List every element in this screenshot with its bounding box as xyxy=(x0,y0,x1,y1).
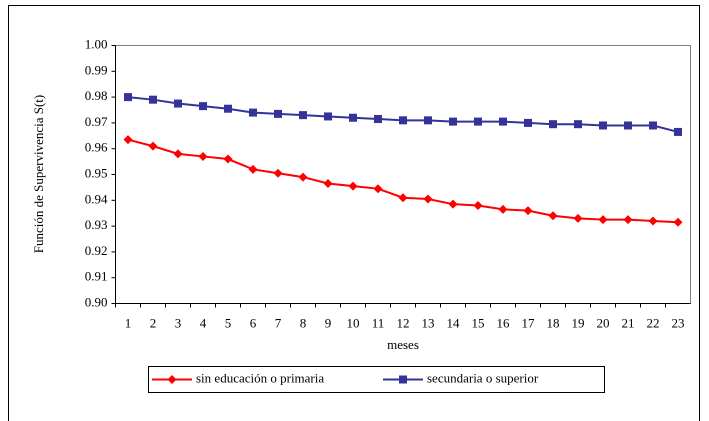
marker xyxy=(349,113,357,122)
x-tick-label: 7 xyxy=(275,315,282,330)
marker xyxy=(249,108,257,117)
y-tick-label: 0.90 xyxy=(85,294,108,309)
y-tick-label: 0.96 xyxy=(85,140,108,155)
y-axis-title: Función de Supervivencia S(t) xyxy=(31,95,46,254)
x-tick-label: 3 xyxy=(175,315,182,330)
x-tick-label: 2 xyxy=(150,315,157,330)
marker xyxy=(598,215,608,225)
x-tick-label: 12 xyxy=(397,315,410,330)
x-axis-title: meses xyxy=(387,337,419,352)
x-tick-label: 13 xyxy=(422,315,435,330)
marker xyxy=(423,194,433,204)
x-tick-label: 18 xyxy=(547,315,560,330)
x-tick-label: 21 xyxy=(622,315,635,330)
marker xyxy=(549,120,557,129)
marker xyxy=(173,149,183,159)
marker xyxy=(398,193,408,203)
marker xyxy=(124,93,132,102)
marker xyxy=(448,199,458,209)
marker xyxy=(623,215,633,225)
marker xyxy=(474,117,482,126)
marker xyxy=(399,116,407,125)
x-tick-label: 8 xyxy=(300,315,307,330)
marker xyxy=(149,95,157,104)
marker xyxy=(323,179,333,189)
x-tick-label: 14 xyxy=(447,315,461,330)
marker xyxy=(167,375,177,384)
marker xyxy=(373,184,383,194)
marker xyxy=(573,213,583,223)
marker xyxy=(223,154,233,164)
marker xyxy=(674,127,682,136)
legend-label: secundaria o superior xyxy=(427,370,539,385)
marker xyxy=(248,164,258,174)
x-tick-label: 17 xyxy=(522,315,536,330)
y-tick-label: 0.99 xyxy=(85,62,108,77)
x-tick-label: 15 xyxy=(472,315,485,330)
y-tick-label: 0.91 xyxy=(85,269,108,284)
marker xyxy=(449,117,457,126)
marker xyxy=(224,104,232,113)
marker xyxy=(324,112,332,121)
marker xyxy=(523,206,533,216)
x-tick-label: 10 xyxy=(347,315,360,330)
marker xyxy=(473,200,483,210)
marker xyxy=(548,211,558,221)
x-tick-label: 20 xyxy=(597,315,610,330)
marker xyxy=(123,135,133,145)
x-tick-label: 1 xyxy=(125,315,132,330)
marker xyxy=(298,172,308,182)
x-tick-label: 9 xyxy=(325,315,332,330)
x-tick-label: 16 xyxy=(497,315,511,330)
x-tick-label: 11 xyxy=(372,315,385,330)
y-tick-label: 0.92 xyxy=(85,243,108,258)
x-tick-label: 22 xyxy=(647,315,660,330)
marker xyxy=(374,115,382,124)
y-tick-label: 0.95 xyxy=(85,165,108,180)
marker xyxy=(274,109,282,118)
marker xyxy=(399,375,407,384)
marker xyxy=(648,216,658,226)
y-tick-label: 1.00 xyxy=(85,36,108,51)
marker xyxy=(673,217,683,227)
y-tick-label: 0.98 xyxy=(85,88,108,103)
marker xyxy=(299,111,307,120)
x-tick-label: 19 xyxy=(572,315,585,330)
marker xyxy=(273,168,283,178)
x-tick-label: 5 xyxy=(225,315,232,330)
y-tick-label: 0.94 xyxy=(85,191,108,206)
marker xyxy=(198,151,208,161)
marker xyxy=(649,121,657,130)
marker xyxy=(498,204,508,214)
y-tick-label: 0.93 xyxy=(85,217,108,232)
x-tick-label: 23 xyxy=(672,315,685,330)
legend xyxy=(148,366,605,393)
plot-area xyxy=(115,45,691,304)
x-tick-label: 6 xyxy=(250,315,257,330)
legend-label: sin educación o primaria xyxy=(196,370,324,385)
x-tick-label: 4 xyxy=(200,315,207,330)
marker xyxy=(499,117,507,126)
marker xyxy=(574,120,582,129)
marker xyxy=(174,99,182,108)
marker xyxy=(148,141,158,151)
marker xyxy=(599,121,607,130)
marker xyxy=(199,102,207,111)
marker xyxy=(424,116,432,125)
marker xyxy=(624,121,632,130)
marker xyxy=(524,118,532,127)
y-tick-label: 0.97 xyxy=(85,114,108,129)
marker xyxy=(348,181,358,191)
